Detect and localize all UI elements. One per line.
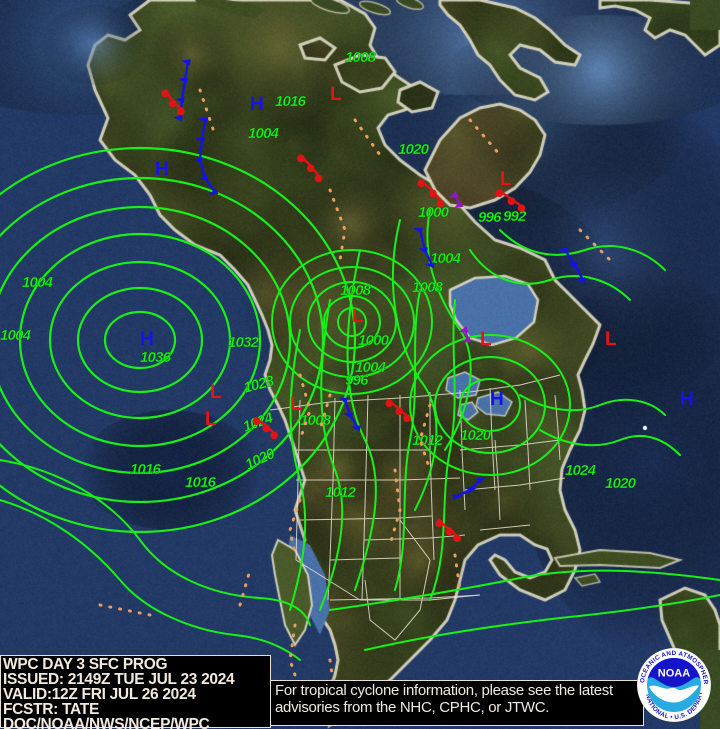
svg-text:L: L bbox=[605, 329, 617, 350]
svg-text:L: L bbox=[330, 84, 342, 105]
svg-text:1008: 1008 bbox=[340, 282, 372, 299]
svg-text:H: H bbox=[490, 389, 504, 410]
svg-text:1000: 1000 bbox=[358, 332, 390, 349]
svg-text:1024: 1024 bbox=[565, 462, 597, 479]
svg-text:L: L bbox=[210, 382, 222, 403]
svg-text:1016: 1016 bbox=[275, 93, 307, 110]
svg-text:H: H bbox=[155, 159, 169, 180]
svg-text:1012: 1012 bbox=[412, 432, 444, 449]
svg-text:L: L bbox=[352, 306, 364, 327]
svg-text:1004: 1004 bbox=[430, 250, 462, 267]
svg-text:1004: 1004 bbox=[0, 327, 32, 344]
svg-text:1012: 1012 bbox=[325, 484, 357, 501]
svg-text:1008: 1008 bbox=[345, 49, 377, 66]
svg-text:1020: 1020 bbox=[243, 445, 279, 474]
svg-text:1004: 1004 bbox=[22, 274, 54, 291]
svg-text:NOAA: NOAA bbox=[658, 668, 690, 680]
svg-text:L: L bbox=[205, 409, 217, 430]
svg-text:1020: 1020 bbox=[460, 427, 492, 444]
svg-text:L: L bbox=[500, 169, 512, 190]
svg-text:1008: 1008 bbox=[300, 412, 332, 429]
svg-text:1020: 1020 bbox=[605, 475, 637, 492]
svg-text:L: L bbox=[480, 329, 492, 350]
svg-text:1000: 1000 bbox=[418, 204, 450, 221]
svg-text:H: H bbox=[680, 389, 694, 410]
svg-text:1028: 1028 bbox=[242, 372, 277, 397]
svg-text:996: 996 bbox=[478, 209, 502, 226]
svg-text:H: H bbox=[140, 329, 154, 350]
svg-text:1020: 1020 bbox=[398, 141, 430, 158]
svg-text:1016: 1016 bbox=[130, 461, 162, 478]
svg-text:H: H bbox=[250, 94, 264, 115]
svg-text:1036: 1036 bbox=[140, 349, 172, 366]
svg-text:1004: 1004 bbox=[355, 359, 387, 376]
svg-text:1004: 1004 bbox=[248, 125, 280, 142]
svg-text:L: L bbox=[290, 394, 302, 415]
svg-text:1016: 1016 bbox=[185, 474, 217, 491]
svg-text:1032: 1032 bbox=[228, 334, 260, 351]
svg-text:1008: 1008 bbox=[412, 279, 444, 296]
